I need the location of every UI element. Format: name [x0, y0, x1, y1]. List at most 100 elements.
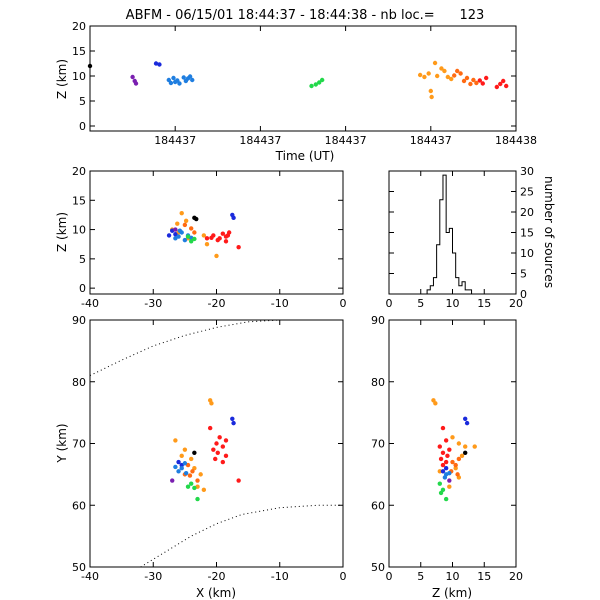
data-point	[153, 61, 159, 66]
data-point	[458, 71, 463, 76]
data-point	[181, 75, 186, 80]
data-point	[220, 459, 226, 465]
x-tick-label: 5	[417, 297, 424, 310]
x-tick-label: -40	[81, 570, 99, 583]
y-tick-label: 50	[72, 561, 86, 574]
y-tick-label: 70	[371, 438, 385, 451]
y-tick-label: 10	[72, 224, 86, 237]
data-point	[236, 244, 241, 250]
data-point	[173, 464, 178, 470]
data-point	[309, 83, 314, 89]
y-tick-label: 0	[79, 282, 86, 295]
panel-time-xlabel: Time (UT)	[275, 149, 335, 163]
y-tick-label: 0	[79, 120, 86, 133]
x-tick-label: 5	[417, 570, 424, 583]
data-point	[179, 210, 184, 216]
data-point	[198, 472, 203, 477]
data-point	[474, 80, 479, 86]
data-point	[201, 487, 207, 493]
y-tick-label: 90	[371, 314, 385, 327]
data-point	[442, 68, 447, 74]
data-point	[182, 461, 188, 466]
y-tick-label: 0	[520, 288, 527, 301]
data-point	[173, 227, 178, 232]
data-point	[472, 444, 477, 449]
data-point	[468, 81, 473, 87]
x-tick-label: 0	[340, 570, 347, 583]
x-tick-label: 184437	[154, 134, 196, 147]
y-tick-label: 60	[371, 499, 385, 512]
data-point	[195, 478, 200, 483]
data-point	[236, 478, 241, 483]
data-point	[214, 253, 219, 259]
x-tick-label: -10	[271, 570, 289, 583]
y-tick-label: 70	[72, 438, 86, 451]
y-tick-label: 20	[72, 165, 86, 178]
data-point	[215, 450, 220, 455]
data-point	[220, 231, 226, 236]
y-tick-label: 5	[79, 95, 86, 108]
data-point	[214, 441, 219, 446]
data-point	[204, 242, 210, 247]
data-point	[422, 74, 427, 80]
data-point	[459, 453, 465, 459]
data-point	[173, 438, 178, 443]
data-point	[176, 459, 181, 465]
data-point	[166, 233, 172, 238]
data-point	[207, 425, 213, 431]
data-point	[187, 473, 193, 478]
data-point	[453, 462, 458, 468]
data-point	[463, 416, 468, 421]
panel-hist-y-axis: 0 5 10 15 20 25 30	[389, 165, 534, 301]
data-point	[183, 218, 189, 223]
data-point	[192, 230, 197, 235]
data-point	[440, 450, 446, 455]
y-tick-label: 60	[72, 499, 86, 512]
x-tick-label: 15	[477, 570, 491, 583]
x-tick-label: 15	[477, 297, 491, 310]
x-tick-label: 184437	[239, 134, 281, 147]
data-point	[231, 420, 236, 426]
data-point	[209, 401, 214, 406]
x-tick-label: -20	[208, 570, 226, 583]
data-point	[192, 485, 197, 491]
data-point	[445, 453, 450, 459]
panel-zy-y-axis: 50 60 70 80 90	[371, 314, 516, 574]
panel-xz-points	[166, 210, 241, 259]
data-point	[190, 469, 195, 474]
data-point	[429, 94, 434, 100]
data-point	[231, 215, 236, 221]
data-point	[179, 453, 184, 459]
data-point	[316, 80, 322, 85]
data-point	[456, 456, 462, 462]
x-tick-label: 184438	[495, 134, 537, 147]
panel-xy-ylabel: Y (km)	[55, 423, 69, 463]
x-tick-label: 10	[446, 570, 460, 583]
data-point	[192, 236, 197, 242]
data-point	[192, 450, 197, 455]
data-point	[439, 66, 444, 71]
x-tick-label: 0	[340, 297, 347, 310]
histogram-outline	[426, 174, 473, 294]
panel-time-ylabel: Z (km)	[55, 59, 69, 99]
data-point	[204, 236, 210, 241]
data-point	[177, 81, 182, 86]
x-tick-label: 0	[386, 570, 393, 583]
data-point	[433, 401, 438, 406]
data-point	[417, 72, 423, 78]
panel-time-frame	[89, 25, 517, 132]
data-point	[215, 237, 220, 243]
data-point	[447, 484, 452, 489]
data-point	[438, 490, 444, 496]
data-point	[442, 475, 448, 480]
data-point	[428, 88, 433, 94]
data-point	[211, 447, 216, 452]
data-point	[450, 459, 455, 465]
y-tick-label: 15	[72, 45, 86, 58]
chart-title: ABFM - 06/15/01 18:44:37 - 18:44:38 - nb…	[126, 8, 485, 23]
panel-xy-rings	[89, 319, 343, 568]
panel-hist-x-axis: 0 5 10 15 20	[386, 171, 523, 310]
data-point	[223, 438, 229, 443]
x-tick-label: -20	[208, 297, 226, 310]
